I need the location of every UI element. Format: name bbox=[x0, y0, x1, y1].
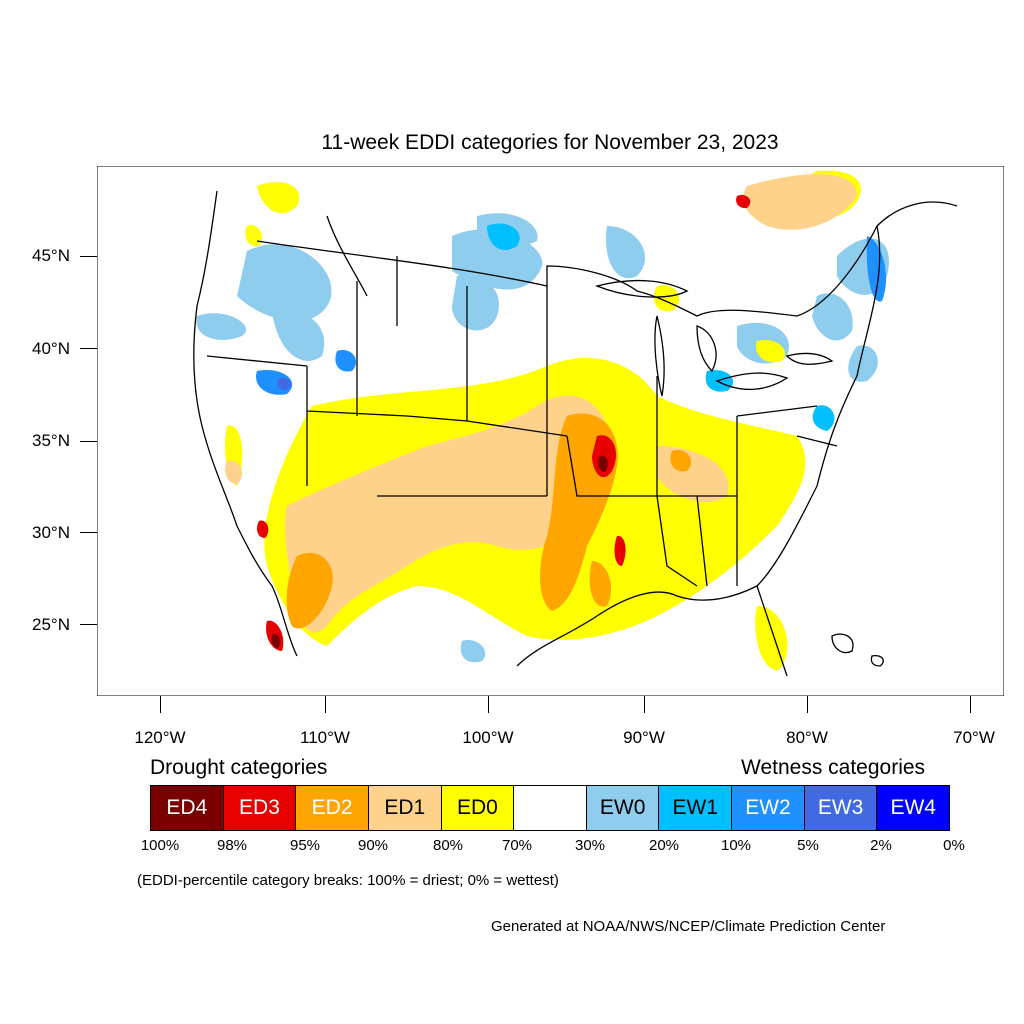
lon-label-90: 90°W bbox=[623, 728, 665, 747]
legend-label: EW3 bbox=[817, 796, 864, 819]
legend-cell-ew0: EW0 bbox=[586, 786, 660, 830]
break-label: 100% bbox=[140, 837, 180, 854]
break-label: 98% bbox=[216, 837, 248, 854]
lon-label-110: 110°W bbox=[300, 728, 350, 747]
break-label: 95% bbox=[289, 837, 321, 854]
break-label: 20% bbox=[648, 837, 680, 854]
break-label: 30% bbox=[574, 837, 606, 854]
map-title: 11-week EDDI categories for November 23,… bbox=[321, 131, 779, 154]
legend-cell-ew2: EW2 bbox=[732, 786, 805, 830]
lat-label-45: 45°N bbox=[32, 246, 70, 265]
lon-tick bbox=[160, 696, 161, 713]
lat-tick bbox=[80, 532, 97, 533]
legend-cell-neutral bbox=[514, 786, 587, 830]
legend-cell-ew1: EW1 bbox=[659, 786, 733, 830]
legend-label: EW2 bbox=[745, 796, 791, 819]
break-label: 10% bbox=[720, 837, 752, 854]
legend-label: ED3 bbox=[239, 796, 280, 819]
legend-cell-ed2: ED2 bbox=[296, 786, 369, 830]
category-legend: ED4 ED3 ED2 ED1 ED0 EW0 EW1 EW2 EW3 EW4 bbox=[150, 785, 950, 831]
break-label: 80% bbox=[432, 837, 464, 854]
lon-tick bbox=[644, 696, 645, 713]
boundaries bbox=[193, 190, 958, 677]
break-label: 90% bbox=[357, 837, 389, 854]
legend-label: ED1 bbox=[384, 796, 426, 819]
lat-label-40: 40°N bbox=[32, 339, 70, 358]
legend-label: ED2 bbox=[311, 796, 353, 819]
islands bbox=[831, 633, 884, 667]
break-label: 5% bbox=[797, 837, 819, 854]
drought-categories-heading: Drought categories bbox=[150, 756, 328, 779]
legend-label: EW4 bbox=[890, 796, 936, 819]
lat-tick bbox=[80, 348, 97, 349]
ed4-regions bbox=[271, 455, 608, 648]
lat-tick bbox=[80, 256, 97, 257]
ew3-regions bbox=[277, 377, 291, 391]
legend-cell-ed0: ED0 bbox=[441, 786, 515, 830]
lon-label-120: 120°W bbox=[134, 728, 186, 747]
lat-tick bbox=[80, 624, 97, 625]
lon-tick bbox=[325, 696, 326, 713]
legend-cell-ew3: EW3 bbox=[804, 786, 878, 830]
lat-label-25: 25°N bbox=[32, 615, 70, 634]
legend-cell-ew4: EW4 bbox=[877, 786, 950, 830]
lon-tick bbox=[807, 696, 808, 713]
legend-cell-ed3: ED3 bbox=[223, 786, 297, 830]
legend-cell-ed4: ED4 bbox=[151, 786, 224, 830]
category-breaks-note: (EDDI-percentile category breaks: 100% =… bbox=[137, 872, 559, 889]
break-label: 70% bbox=[501, 837, 533, 854]
eddi-map bbox=[97, 166, 1004, 696]
lat-label-30: 30°N bbox=[32, 523, 70, 542]
legend-label: ED4 bbox=[166, 796, 208, 819]
lon-label-70: 70°W bbox=[953, 728, 995, 747]
ew0-regions bbox=[196, 213, 889, 663]
lon-tick bbox=[970, 696, 971, 713]
lon-tick bbox=[488, 696, 489, 713]
credit-line: Generated at NOAA/NWS/NCEP/Climate Predi… bbox=[491, 918, 886, 935]
legend-label: ED0 bbox=[456, 796, 498, 819]
break-label: 0% bbox=[943, 837, 965, 854]
great-lakes bbox=[594, 279, 834, 397]
wetness-categories-heading: Wetness categories bbox=[741, 756, 926, 779]
lat-label-35: 35°N bbox=[32, 431, 70, 450]
lat-tick bbox=[80, 441, 97, 442]
legend-cell-ed1: ED1 bbox=[368, 786, 442, 830]
legend-label: EW0 bbox=[599, 796, 646, 819]
legend-label: EW1 bbox=[672, 796, 719, 819]
break-label: 2% bbox=[870, 837, 892, 854]
lon-label-100: 100°W bbox=[462, 728, 514, 747]
lon-label-80: 80°W bbox=[786, 728, 828, 747]
